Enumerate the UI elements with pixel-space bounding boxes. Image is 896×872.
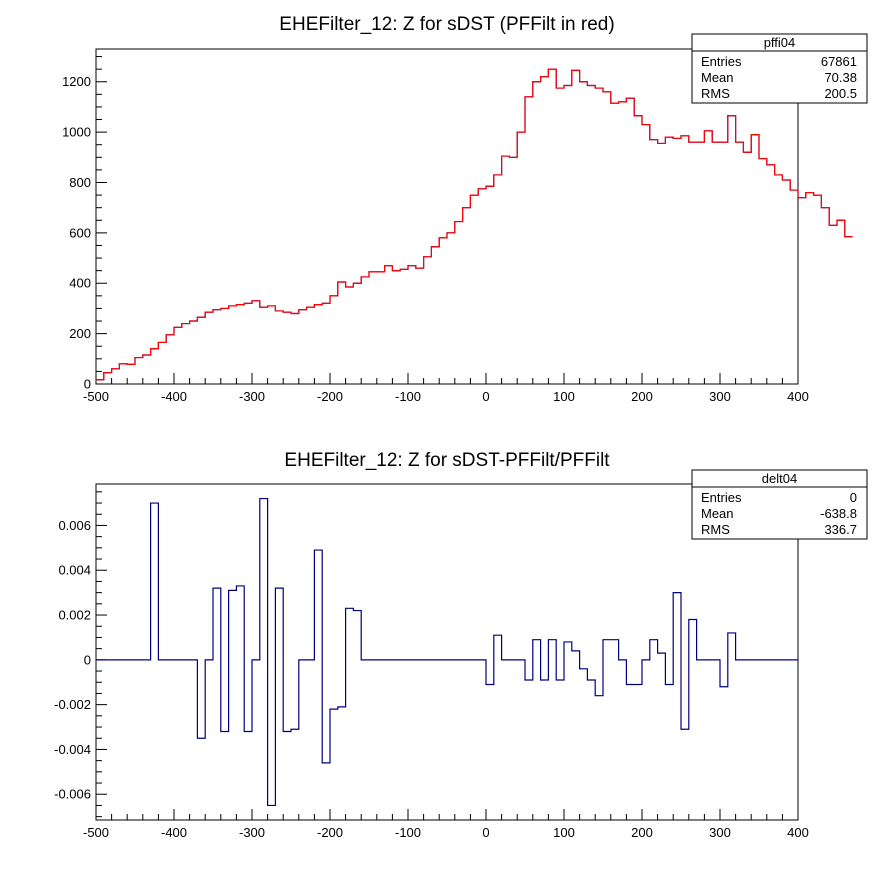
bottom-x-tick-labels: -500 -400 -300 -200 -100 0 100 200 300 400 [83,825,809,840]
x-tick-label: 300 [709,389,731,404]
y-tick-label: 0.004 [58,563,91,578]
bottom-histogram-panel: EHEFilter_12: Z for sDST-PFFilt/PFFilt -… [54,450,868,840]
y-tick-label: 800 [69,175,91,190]
top-stats-frame [691,33,868,104]
top-stats-box: pffi04 Entries 67861 Mean 70.38 RMS 200.… [691,33,868,104]
y-tick-label: -0.004 [54,742,91,757]
x-tick-label: -200 [317,389,343,404]
x-tick-label: -200 [317,825,343,840]
bottom-stats-label-entries: Entries [701,490,742,505]
histogram-series-1 [96,68,853,381]
top-y-tick-labels: 0 200 400 600 800 1000 1200 [62,74,91,391]
x-tick-label: -400 [161,389,187,404]
top-plot-frame [95,48,799,385]
top-stats-value-rms: 200.5 [824,86,857,101]
x-tick-label: -500 [83,389,109,404]
top-histogram-panel: EHEFilter_12: Z for sDST (PFFilt in red)… [62,14,868,404]
x-tick-label: 0 [482,389,489,404]
bottom-stats-box: delt04 Entries 0 Mean -638.8 RMS 336.7 [691,469,868,540]
top-stats-label-mean: Mean [701,70,734,85]
x-tick-label: -300 [239,825,265,840]
y-tick-label: 1200 [62,74,91,89]
x-tick-label: -300 [239,389,265,404]
x-tick-label: -100 [395,389,421,404]
y-tick-label: 0 [84,652,91,667]
bottom-axis-ticks [95,491,799,820]
top-axis-ticks [95,56,799,385]
bottom-stats-frame [691,469,868,540]
top-stats-label-rms: RMS [701,86,730,101]
y-tick-label: 200 [69,326,91,341]
y-tick-label: 0 [84,377,91,392]
y-tick-label: -0.006 [54,787,91,802]
bottom-plot-frame [95,483,799,821]
x-tick-label: 400 [787,389,809,404]
top-x-tick-labels: -500 -400 -300 -200 -100 0 100 200 300 400 [83,389,809,404]
bottom-stats-label-rms: RMS [701,522,730,537]
bottom-stats-value-rms: 336.7 [824,522,857,537]
bottom-chart-title: EHEFilter_12: Z for sDST-PFFilt/PFFilt [284,450,610,471]
x-tick-label: 200 [631,825,653,840]
x-tick-label: 300 [709,825,731,840]
x-tick-label: 100 [553,825,575,840]
top-chart-title: EHEFilter_12: Z for sDST (PFFilt in red) [279,14,614,35]
x-tick-label: 200 [631,389,653,404]
bottom-stats-label-mean: Mean [701,506,734,521]
top-stats-value-entries: 67861 [821,54,857,69]
x-tick-label: -400 [161,825,187,840]
y-tick-label: 0.006 [58,518,91,533]
y-tick-label: -0.002 [54,697,91,712]
top-stats-name: pffi04 [764,35,796,50]
y-tick-label: 400 [69,276,91,291]
x-tick-label: -100 [395,825,421,840]
top-series-group [96,68,853,381]
histogram-series-0 [96,68,853,381]
y-tick-label: 0.002 [58,608,91,623]
bottom-y-tick-labels: -0.006 -0.004 -0.002 0 0.002 0.004 0.006 [54,518,91,802]
x-tick-label: 0 [482,825,489,840]
bottom-stats-value-mean: -638.8 [820,506,857,521]
x-tick-label: 400 [787,825,809,840]
x-tick-label: -500 [83,825,109,840]
histogram-series-0 [96,497,798,807]
x-tick-label: 100 [553,389,575,404]
top-stats-label-entries: Entries [701,54,742,69]
y-tick-label: 600 [69,225,91,240]
y-tick-label: 1000 [62,125,91,140]
top-stats-value-mean: 70.38 [824,70,857,85]
bottom-stats-value-entries: 0 [850,490,857,505]
bottom-stats-name: delt04 [762,471,797,486]
bottom-series-group [96,497,798,807]
